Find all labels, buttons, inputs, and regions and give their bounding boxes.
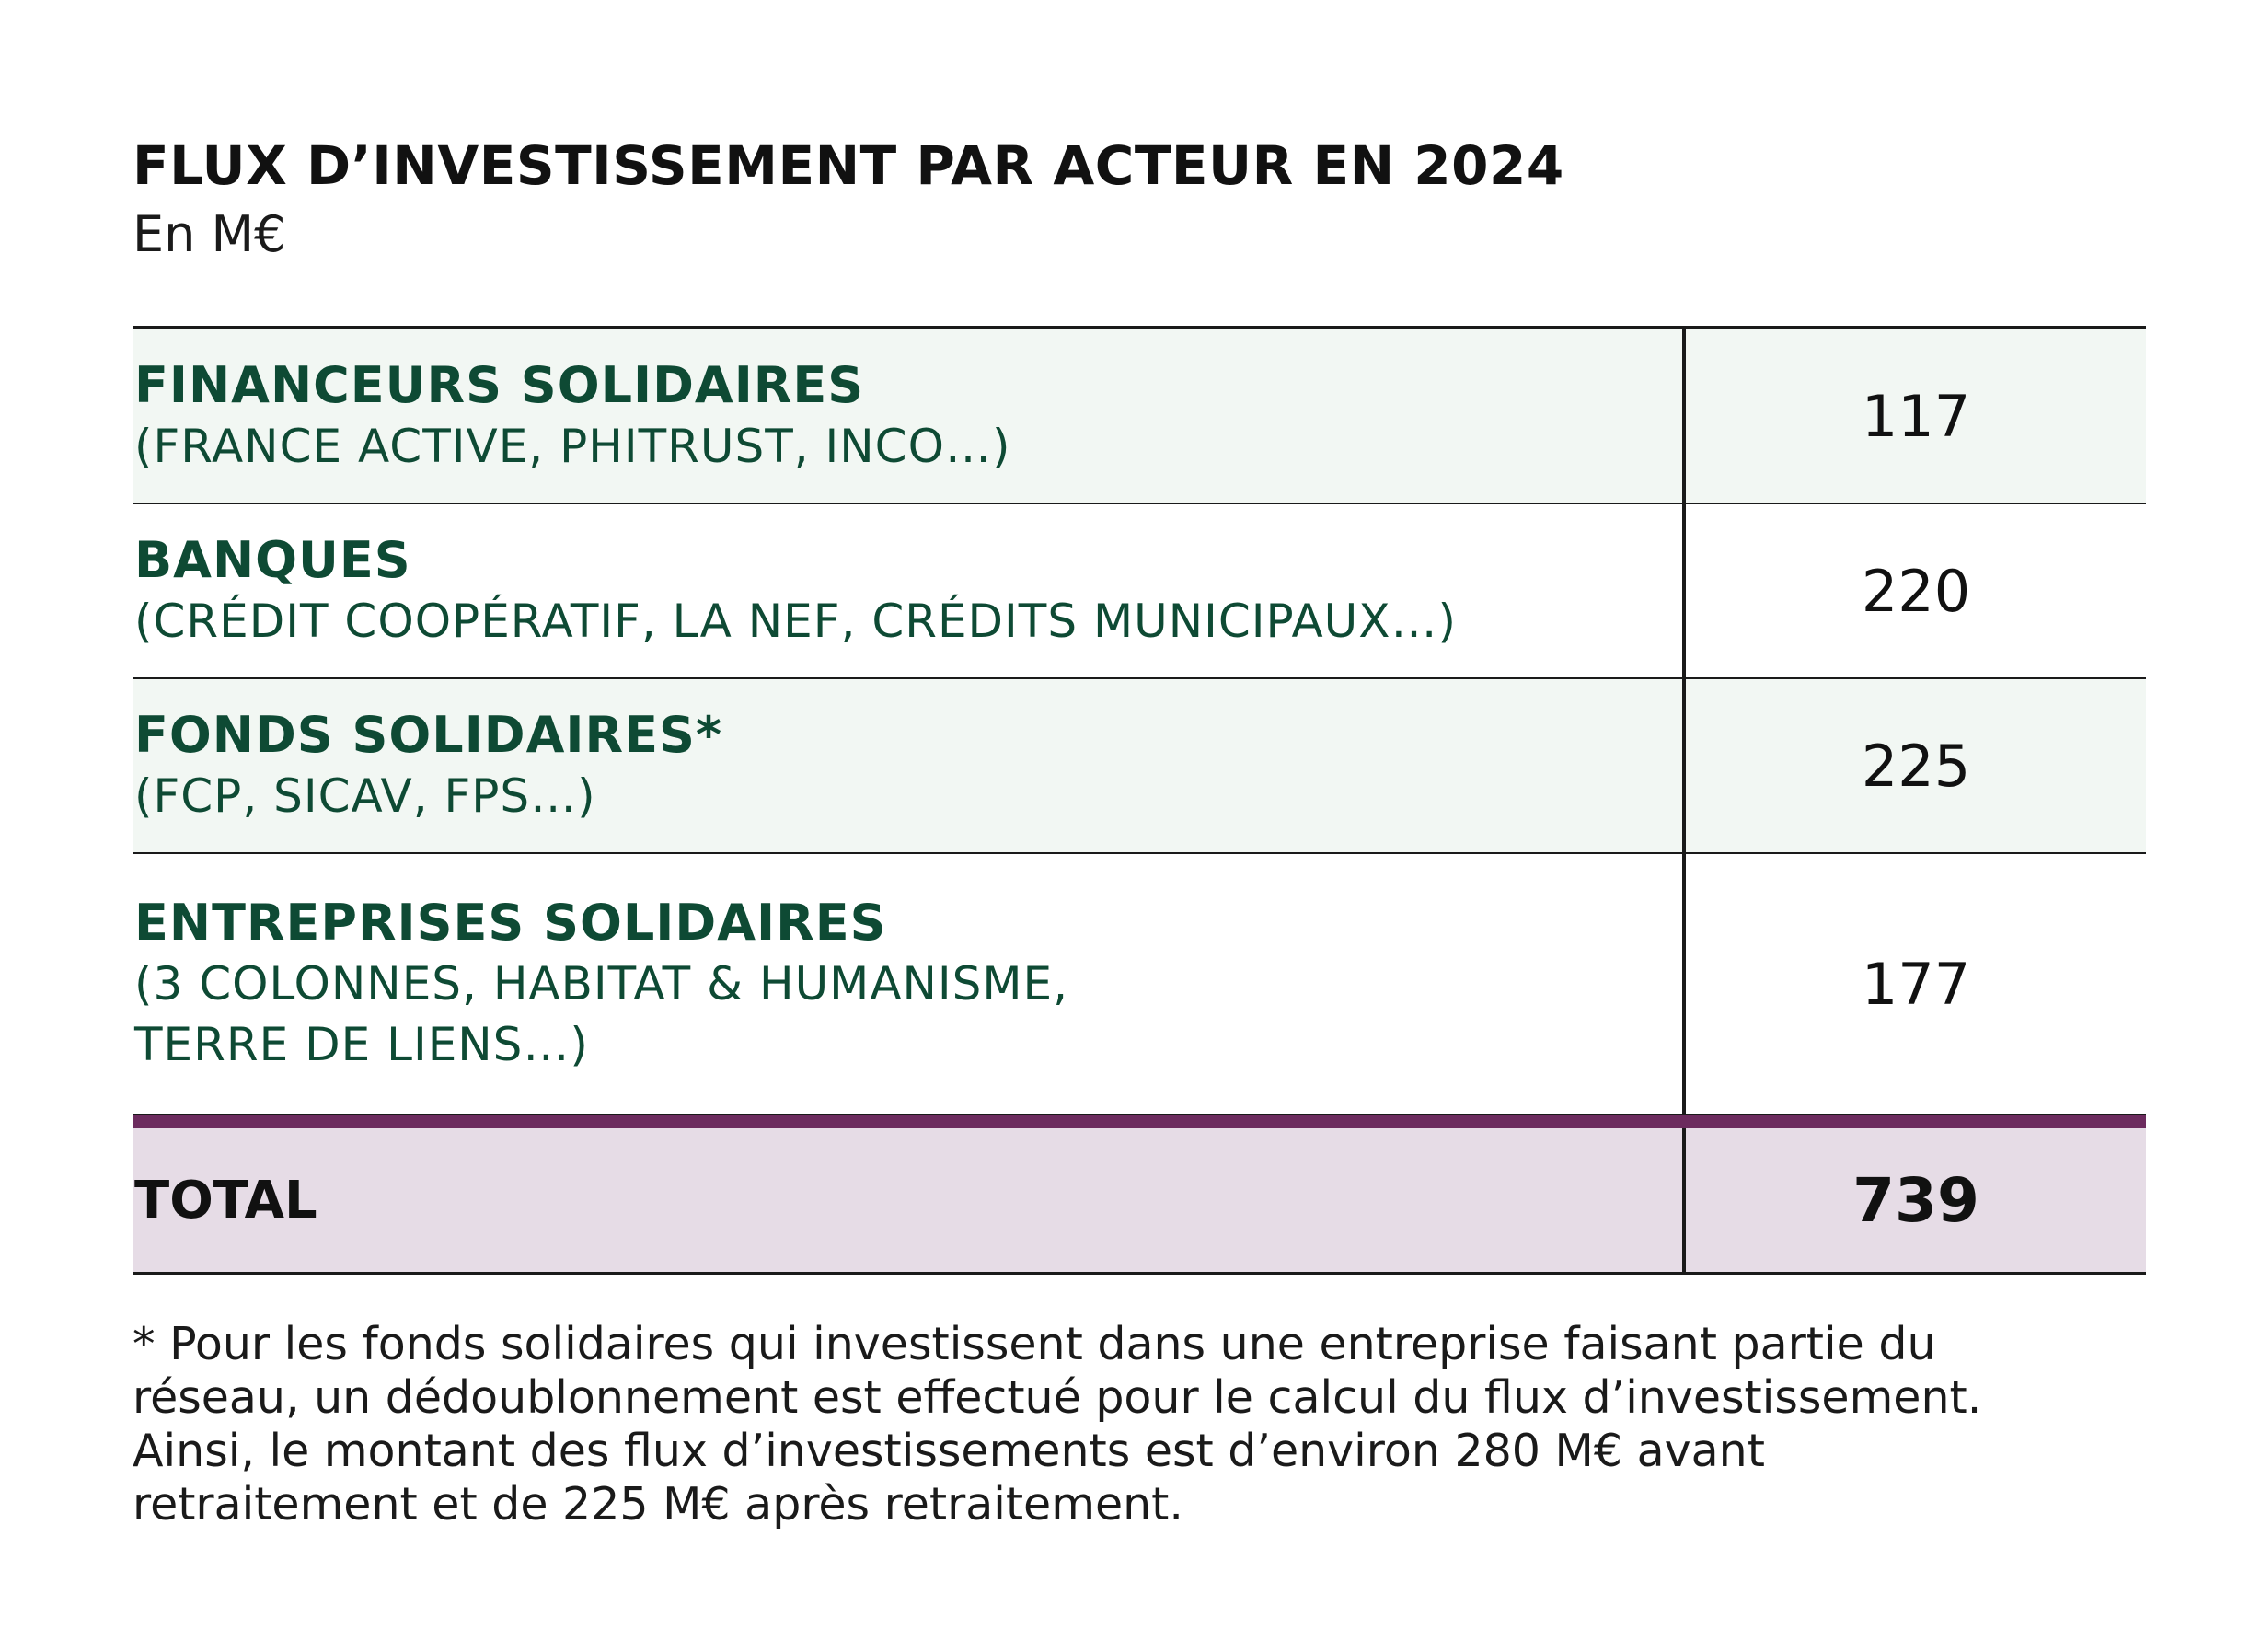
table-subtitle: En M€ — [133, 205, 286, 263]
category-detail: (3 COLONNES, HABITAT & HUMANISME, — [134, 957, 1069, 1011]
footnote: * Pour les fonds solidaires qui investis… — [133, 1318, 2166, 1531]
table-row: FINANCEURS SOLIDAIRES (FRANCE ACTIVE, PH… — [133, 326, 2146, 504]
total-label: TOTAL — [133, 1128, 1684, 1275]
total-value: 739 — [1682, 1128, 2146, 1275]
row-label-cell: BANQUES (CRÉDIT COOPÉRATIF, LA NEF, CRÉD… — [133, 503, 1684, 679]
row-value: 220 — [1682, 503, 2146, 679]
table-row: BANQUES (CRÉDIT COOPÉRATIF, LA NEF, CRÉD… — [133, 503, 2146, 679]
table-title: FLUX D’INVESTISSEMENT PAR ACTEUR EN 2024 — [133, 134, 1564, 197]
footnote-line: réseau, un dédoublonnement est effectué … — [133, 1371, 1982, 1424]
category-detail: (FRANCE ACTIVE, PHITRUST, INCO…) — [134, 420, 1011, 473]
category-name: FINANCEURS SOLIDAIRES — [134, 356, 865, 414]
category-detail: (CRÉDIT COOPÉRATIF, LA NEF, CRÉDITS MUNI… — [134, 595, 1458, 648]
footnote-line: retraitement et de 225 M€ après retraite… — [133, 1478, 1183, 1531]
category-name: BANQUES — [134, 531, 411, 589]
total-divider-right — [1682, 1115, 2146, 1128]
category-detail: TERRE DE LIENS…) — [134, 1018, 589, 1071]
row-label-cell: FONDS SOLIDAIRES* (FCP, SICAV, FPS…) — [133, 678, 1684, 854]
row-value: 117 — [1682, 326, 2146, 504]
investment-table: FINANCEURS SOLIDAIRES (FRANCE ACTIVE, PH… — [133, 326, 2146, 1275]
category-name: ENTREPRISES SOLIDAIRES — [134, 894, 887, 952]
category-name: FONDS SOLIDAIRES* — [134, 706, 723, 764]
table-row: FONDS SOLIDAIRES* (FCP, SICAV, FPS…) 225 — [133, 678, 2146, 854]
table-row: ENTREPRISES SOLIDAIRES (3 COLONNES, HABI… — [133, 853, 2146, 1115]
footnote-line: Ainsi, le montant des flux d’investissem… — [133, 1425, 1765, 1477]
row-label-cell: ENTREPRISES SOLIDAIRES (3 COLONNES, HABI… — [133, 853, 1684, 1115]
row-label-cell: FINANCEURS SOLIDAIRES (FRANCE ACTIVE, PH… — [133, 326, 1684, 504]
total-row: TOTAL 739 — [133, 1128, 2146, 1275]
total-divider — [133, 1115, 2146, 1128]
table-figure: FLUX D’INVESTISSEMENT PAR ACTEUR EN 2024… — [133, 129, 2146, 1531]
category-detail: (FCP, SICAV, FPS…) — [134, 769, 596, 823]
total-divider-left — [133, 1115, 1684, 1128]
footnote-line: * Pour les fonds solidaires qui investis… — [133, 1318, 1936, 1370]
row-value: 177 — [1682, 853, 2146, 1115]
row-value: 225 — [1682, 678, 2146, 854]
